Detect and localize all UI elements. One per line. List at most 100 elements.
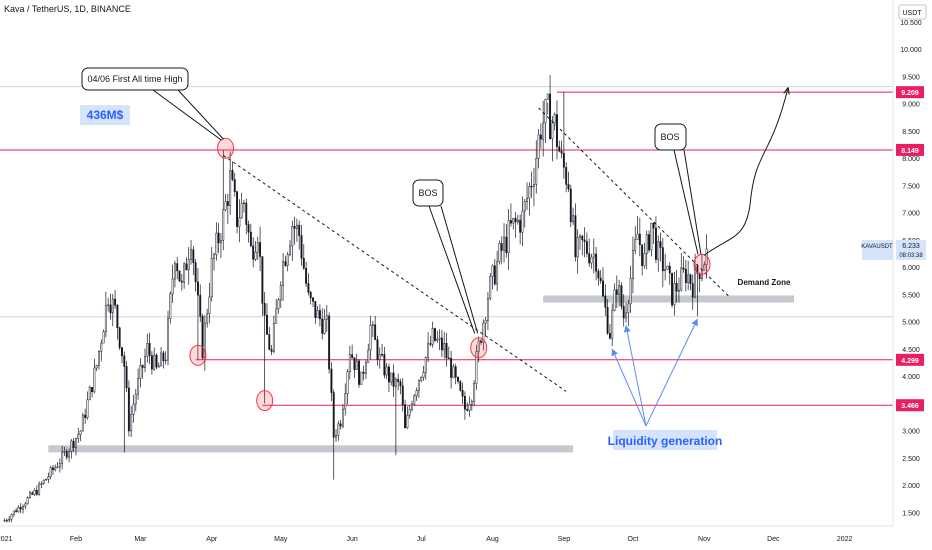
- y-tick-label: 8.000: [902, 156, 920, 163]
- candle-up: [26, 497, 29, 505]
- candle-down: [358, 360, 360, 385]
- candle-down: [263, 303, 266, 316]
- candle-down: [556, 114, 558, 147]
- x-tick-label: Apr: [206, 536, 218, 543]
- candle-down: [318, 310, 321, 320]
- candle-up: [348, 354, 351, 372]
- candle-down: [180, 280, 183, 283]
- candle-down: [480, 340, 482, 343]
- callout-pointer: [683, 149, 702, 255]
- candle-up: [104, 305, 107, 332]
- candle-down: [302, 258, 305, 269]
- y-tick-label: 4.500: [902, 347, 920, 354]
- candle-up: [482, 322, 485, 343]
- candle-down: [65, 451, 68, 458]
- candle-up: [703, 264, 706, 271]
- candle-up: [496, 261, 499, 285]
- candle-down: [84, 414, 87, 418]
- candle-down: [353, 357, 356, 370]
- x-tick-label: Oct: [627, 536, 638, 543]
- candle-down: [192, 249, 195, 263]
- candle-down: [259, 242, 262, 257]
- candle-down: [606, 307, 609, 334]
- candle-down: [51, 467, 54, 471]
- candle-up: [316, 310, 319, 318]
- y-tick-label: 1.500: [902, 510, 920, 517]
- candle-down: [671, 272, 674, 306]
- candle-down: [648, 234, 650, 251]
- candle-down: [328, 315, 331, 370]
- candle-up: [183, 263, 186, 283]
- liquidity-arrow: [623, 324, 647, 427]
- candle-down: [314, 301, 317, 318]
- y-tick-label: 2.500: [902, 456, 920, 463]
- candle-down: [509, 220, 512, 224]
- candle-up: [28, 492, 31, 498]
- candle-down: [585, 241, 588, 254]
- symbol-title: Kava / TetherUS, 1D, BINANCE: [4, 4, 131, 14]
- y-tick-label: 6.000: [902, 265, 920, 272]
- symbol-badge: [862, 240, 893, 260]
- candle-down: [565, 167, 568, 185]
- candle-up: [576, 237, 579, 258]
- candle-up: [694, 266, 697, 298]
- candle-up: [546, 93, 549, 100]
- candle-up: [243, 202, 245, 205]
- candle-up: [629, 278, 632, 305]
- candle-down: [321, 318, 324, 334]
- candle-up: [79, 430, 82, 435]
- candle-down: [252, 245, 255, 260]
- candle-down: [231, 170, 234, 180]
- candle-up: [107, 304, 110, 306]
- candle-down: [530, 185, 533, 188]
- candle-down: [233, 179, 236, 192]
- candle-up: [411, 403, 413, 410]
- y-tick-label: 7.000: [902, 211, 920, 218]
- candle-up: [295, 224, 298, 229]
- candle-down: [330, 368, 333, 393]
- candle-up: [134, 393, 137, 405]
- candle-down: [604, 295, 607, 308]
- candle-up: [88, 387, 91, 401]
- candle-up: [431, 328, 434, 345]
- trendline: [222, 154, 567, 392]
- candle-down: [298, 224, 301, 236]
- highlight-circle: [256, 390, 274, 412]
- candle-down: [109, 304, 112, 314]
- candle-down: [245, 202, 248, 225]
- candle-down: [178, 270, 181, 282]
- price-level-badge: [896, 353, 924, 366]
- y-tick-label: 3.000: [902, 429, 920, 436]
- candle-up: [68, 451, 70, 458]
- candle-down: [201, 316, 204, 359]
- candle-up: [95, 365, 98, 369]
- candle-up: [45, 478, 47, 481]
- candle-up: [521, 210, 524, 233]
- candle-up: [222, 209, 225, 241]
- callout-pointer: [673, 149, 699, 255]
- candle-down: [392, 372, 395, 387]
- candle-down: [401, 385, 404, 405]
- annotation-bos-1: BOS: [418, 188, 437, 198]
- candle-up: [544, 99, 547, 124]
- candle-up: [657, 241, 660, 260]
- candle-up: [210, 258, 213, 298]
- x-tick-label: May: [274, 536, 288, 543]
- annotation-liquidity: Liquidity generation: [608, 434, 723, 448]
- candle-up: [367, 349, 370, 363]
- candle-up: [75, 438, 77, 448]
- candle-up: [341, 408, 344, 427]
- candle-up: [592, 253, 595, 258]
- candle-down: [374, 324, 377, 340]
- candle-down: [447, 357, 450, 359]
- candle-down: [562, 152, 565, 168]
- candle-up: [81, 414, 84, 432]
- candle-up: [436, 338, 439, 341]
- candle-down: [217, 232, 220, 244]
- candle-down: [574, 215, 577, 258]
- candle-up: [160, 352, 163, 367]
- candle-down: [155, 354, 158, 368]
- candle-up: [137, 378, 140, 395]
- y-tick-label: 10.500: [900, 20, 922, 27]
